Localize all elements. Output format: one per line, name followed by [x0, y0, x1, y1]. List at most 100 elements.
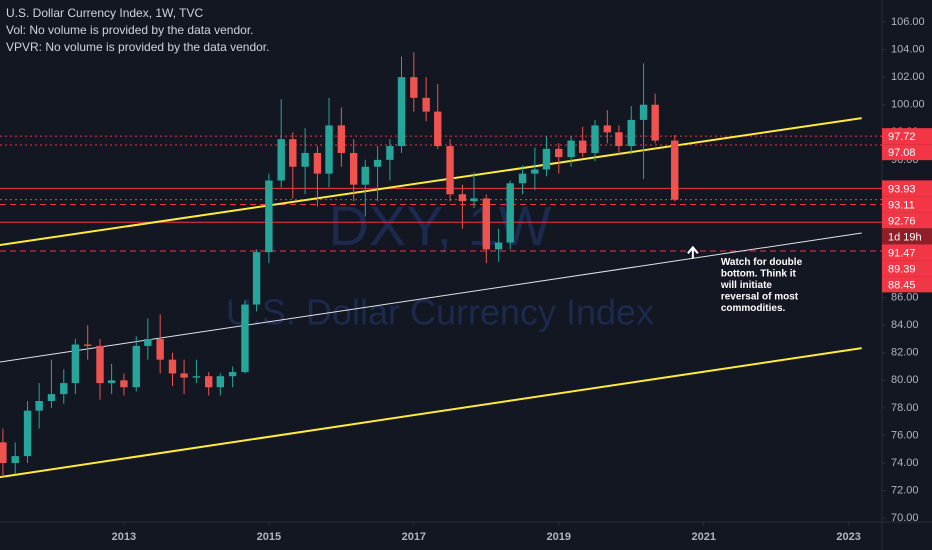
- candle-body: [228, 372, 237, 377]
- candle-body: [671, 140, 679, 200]
- y-tick-label: 86.00: [891, 292, 919, 304]
- candle-body: [542, 148, 551, 170]
- candle-body: [470, 198, 478, 202]
- countdown-label: 1d 19h: [888, 231, 922, 243]
- level-label: 89.39: [888, 263, 916, 275]
- candle-body: [168, 359, 177, 374]
- candle-body: [60, 383, 68, 395]
- level-label-bg: [882, 180, 932, 197]
- y-tick-label: 82.00: [891, 347, 919, 359]
- y-tick-label: 84.00: [891, 319, 919, 331]
- candle-body: [241, 304, 249, 373]
- candle-body: [11, 456, 19, 464]
- level-label-bg: [882, 144, 932, 161]
- candle-body: [23, 410, 32, 457]
- level-label: 88.45: [888, 279, 916, 291]
- y-tick-label: 102.00: [891, 71, 925, 83]
- y-tick-label: 76.00: [891, 429, 919, 441]
- level-label-bg: [882, 196, 932, 213]
- candle-body: [603, 125, 612, 133]
- candle-body: [422, 97, 430, 112]
- candle-body: [156, 338, 164, 360]
- y-tick-label: 78.00: [891, 402, 919, 414]
- candle-body: [639, 104, 648, 120]
- level-label: 93.11: [888, 199, 915, 211]
- y-tick-label: 106.00: [891, 16, 925, 28]
- trend-line: [0, 347, 862, 479]
- candle-body: [277, 139, 285, 181]
- candle-body: [289, 139, 297, 167]
- level-label: 91.47: [888, 247, 916, 259]
- candle-body: [132, 345, 140, 388]
- level-label: 97.72: [888, 131, 916, 143]
- y-tick-label: 104.00: [891, 44, 925, 56]
- candle-body: [107, 380, 116, 384]
- candle-body: [651, 104, 659, 141]
- candle-body: [518, 173, 527, 184]
- candle-body: [265, 180, 273, 253]
- candle-body: [494, 242, 503, 250]
- candle-body: [555, 148, 563, 158]
- candle-body: [144, 338, 152, 346]
- annotation-text: bottom. Think it: [721, 268, 797, 279]
- annotation-text: reversal of most: [721, 291, 799, 302]
- candle-body: [446, 146, 454, 195]
- candle-body: [337, 125, 346, 153]
- candle-body: [458, 194, 467, 202]
- annotation-text: Watch for double: [721, 257, 803, 268]
- candle-body: [506, 183, 514, 243]
- candle-body: [180, 373, 188, 378]
- y-tick-label: 80.00: [891, 374, 919, 386]
- annotation-text: commodities.: [721, 303, 786, 314]
- candle-body: [567, 140, 575, 158]
- candle-body: [205, 376, 213, 388]
- candle-body: [301, 152, 309, 167]
- candle-body: [216, 376, 225, 388]
- candle-body: [531, 169, 539, 174]
- candle-body: [397, 77, 406, 147]
- candle-body: [386, 146, 394, 160]
- candle-body: [578, 140, 587, 153]
- candle-body: [313, 152, 322, 174]
- y-tick-label: 74.00: [891, 457, 919, 469]
- candle-body: [96, 345, 104, 384]
- candle-body: [83, 344, 92, 346]
- x-tick-label: 2015: [257, 531, 281, 543]
- header-line: VPVR: No volume is provided by the data …: [6, 40, 269, 54]
- candle-body: [410, 77, 418, 98]
- trend-line: [0, 232, 862, 363]
- candle-body: [120, 380, 128, 388]
- countdown-label-bg: [882, 228, 932, 245]
- level-label-bg: [882, 244, 932, 261]
- annotation-arrow: [687, 245, 699, 259]
- candle-body: [35, 401, 43, 411]
- watermark-name: U.S. Dollar Currency Index: [226, 292, 654, 333]
- candle-body: [192, 376, 201, 378]
- y-tick-label: 72.00: [891, 484, 919, 496]
- candle-body: [482, 198, 490, 250]
- x-tick-label: 2017: [402, 531, 426, 543]
- candle-body: [0, 442, 7, 464]
- annotation-text: will initiate: [720, 280, 773, 291]
- x-tick-label: 2019: [547, 531, 571, 543]
- header-line: Vol: No volume is provided by the data v…: [6, 23, 253, 37]
- candle-body: [373, 159, 382, 167]
- level-label: 93.93: [888, 183, 916, 195]
- x-tick-label: 2023: [836, 531, 860, 543]
- candle-body: [434, 111, 442, 147]
- x-tick-label: 2013: [112, 531, 136, 543]
- trend-line: [0, 117, 862, 247]
- level-label-bg: [882, 128, 932, 145]
- y-tick-label: 100.00: [891, 99, 925, 111]
- candle-body: [349, 152, 358, 185]
- candle-body: [325, 125, 333, 174]
- candle-body: [615, 132, 623, 147]
- y-tick-label: 70.00: [891, 512, 919, 524]
- candle-body: [361, 166, 369, 185]
- level-label-bg: [882, 260, 932, 277]
- watermark-symbol: DXY, 1W: [328, 194, 551, 257]
- candle-body: [47, 394, 56, 402]
